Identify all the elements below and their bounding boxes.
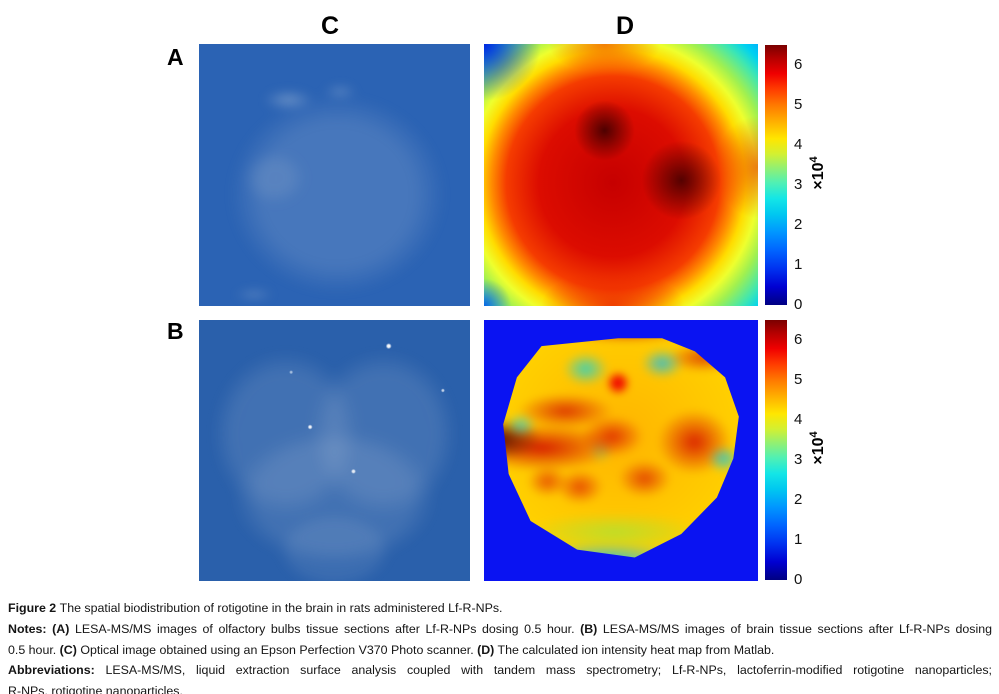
panel-label-d: D (615, 12, 635, 40)
olfactory-bulb-tissue-shape (199, 44, 470, 306)
colorbar-bottom (765, 320, 787, 580)
panel-d-top-heatmap (484, 44, 758, 306)
brain-heatmap-intensity-fill (503, 338, 739, 558)
colorbar-tick-label: 5 (794, 96, 803, 113)
caption-line-2: Notes: (A) LESA-MS/MS images of olfactor… (8, 621, 992, 636)
caption-line-1: Figure 2 The spatial biodistribution of … (8, 601, 503, 615)
colorbar-top-exponent-label: ×104 (808, 156, 828, 189)
exponent-power: 4 (807, 156, 820, 163)
colorbar-tick-label: 1 (794, 531, 803, 548)
colorbar-tick-label: 3 (794, 451, 803, 468)
caption-line-4: Abbreviations: LESA-MS/MS, liquid extrac… (8, 663, 992, 678)
panel-label-c: C (320, 12, 340, 40)
colorbar-tick-label: 4 (794, 136, 803, 153)
figure-caption: Figure 2 The spatial biodistribution of … (8, 598, 992, 694)
caption-line-3: 0.5 hour. (C) Optical image obtained usi… (8, 642, 775, 657)
tissue-specks (199, 320, 470, 581)
panel-label-b: B (167, 318, 184, 344)
colorbar-top-tick-labels: 6 5 4 3 2 1 0 (794, 45, 820, 312)
colorbar-tick-label: 6 (794, 331, 803, 348)
colorbar-tick-label: 4 (794, 411, 803, 428)
colorbar-tick-label: 6 (794, 56, 803, 73)
colorbar-tick-label: 0 (794, 571, 803, 588)
colorbar-bottom-exponent-label: ×104 (808, 431, 828, 464)
exponent-base: ×10 (810, 437, 828, 465)
panel-b-optical-image (199, 320, 470, 581)
colorbar-tick-label: 0 (794, 296, 803, 313)
exponent-power: 4 (807, 431, 820, 438)
colorbar-tick-label: 3 (794, 176, 803, 193)
colorbar-tick-label: 1 (794, 256, 803, 273)
panel-label-a: A (167, 44, 184, 70)
brain-heatmap-tissue-region (503, 338, 739, 558)
colorbar-tick-label: 2 (794, 491, 803, 508)
colorbar-tick-label: 2 (794, 216, 803, 233)
exponent-base: ×10 (810, 162, 828, 190)
panel-a-optical-image (199, 44, 470, 306)
colorbar-tick-label: 5 (794, 371, 803, 388)
colorbar-bottom-tick-labels: 6 5 4 3 2 1 0 (794, 320, 820, 587)
colorbar-top (765, 45, 787, 305)
panel-d-bottom-heatmap (484, 320, 758, 581)
caption-line-5: R-NPs, rotigotine nanoparticles. (8, 684, 183, 694)
